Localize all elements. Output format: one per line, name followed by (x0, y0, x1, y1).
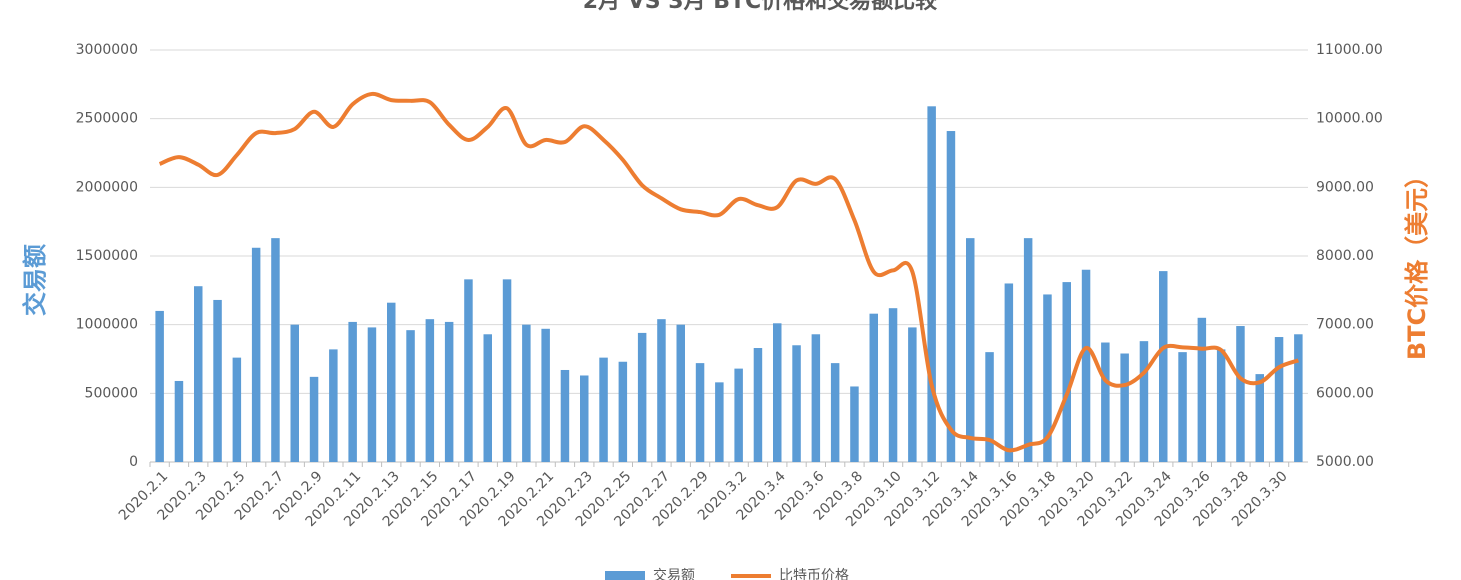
bar (232, 357, 242, 462)
bar (1081, 269, 1091, 462)
y2-tick-label: 10000.00 (1316, 111, 1383, 127)
bar (927, 106, 936, 462)
bar (599, 357, 608, 462)
bar (251, 247, 261, 462)
bar (387, 302, 396, 462)
legend-label: 比特币价格 (779, 568, 849, 580)
bar (1294, 334, 1303, 462)
y2-tick-label: 9000.00 (1316, 179, 1374, 195)
bar (888, 308, 898, 462)
bar (773, 323, 782, 462)
bar (1139, 341, 1149, 462)
bar (155, 310, 164, 462)
y-tick-label: 0 (129, 454, 138, 470)
legend-swatch (605, 571, 645, 580)
bar (194, 286, 203, 462)
y-tick-label: 2500000 (76, 111, 138, 127)
bar (1159, 271, 1168, 462)
bar (985, 352, 994, 462)
bar (1120, 353, 1129, 462)
bar (329, 349, 338, 462)
bar (464, 279, 473, 462)
bar (560, 369, 570, 462)
y2-axis-label: BTC价格（美元） (1403, 164, 1431, 360)
bar (1178, 352, 1187, 462)
bar (676, 324, 685, 462)
chart-title: 2月 VS 3月 BTC价格和交易额比较 (583, 0, 937, 14)
y-axis-label: 交易额 (21, 244, 49, 316)
bar (290, 324, 299, 462)
bar (792, 345, 801, 462)
bar (1101, 342, 1110, 462)
bar (1062, 282, 1071, 462)
bar (618, 361, 628, 462)
y-tick-label: 2000000 (76, 179, 138, 195)
bar (1274, 337, 1284, 462)
y-tick-label: 3000000 (76, 42, 138, 58)
bar (406, 330, 415, 462)
bar (850, 386, 859, 462)
bar (753, 348, 763, 462)
bar (695, 363, 705, 462)
bar (541, 328, 550, 462)
bar (1236, 326, 1245, 462)
bar (830, 363, 840, 462)
bar (213, 299, 222, 462)
bar (1043, 294, 1052, 462)
y2-tick-label: 8000.00 (1316, 248, 1374, 264)
bar (869, 313, 878, 462)
y2-tick-label: 7000.00 (1316, 317, 1374, 333)
bar (715, 382, 724, 462)
bar (1216, 349, 1226, 462)
bar (1004, 283, 1014, 462)
y2-tick-label: 11000.00 (1316, 42, 1383, 58)
bar (367, 327, 377, 462)
bar (271, 238, 280, 462)
bar (580, 375, 589, 462)
bar (1255, 374, 1264, 462)
bar (1023, 238, 1033, 462)
bar (522, 324, 531, 462)
bar (908, 327, 917, 462)
legend-label: 交易额 (653, 567, 695, 580)
y-tick-label: 1500000 (76, 248, 138, 264)
bar (966, 238, 975, 462)
bar (657, 319, 666, 462)
line (158, 91, 1300, 453)
bar (946, 131, 956, 462)
bar (425, 319, 435, 462)
bar (734, 368, 743, 462)
y-tick-label: 500000 (85, 385, 138, 401)
bar (174, 380, 184, 462)
bar (1197, 317, 1207, 462)
y-tick-label: 1000000 (76, 317, 138, 333)
bar (502, 279, 512, 462)
bar (348, 321, 357, 462)
bar (309, 376, 319, 462)
bar (811, 334, 821, 462)
bar (444, 321, 454, 462)
y2-tick-label: 6000.00 (1316, 385, 1374, 401)
y2-tick-label: 5000.00 (1316, 454, 1374, 470)
bar (637, 332, 647, 462)
bar (483, 334, 492, 462)
